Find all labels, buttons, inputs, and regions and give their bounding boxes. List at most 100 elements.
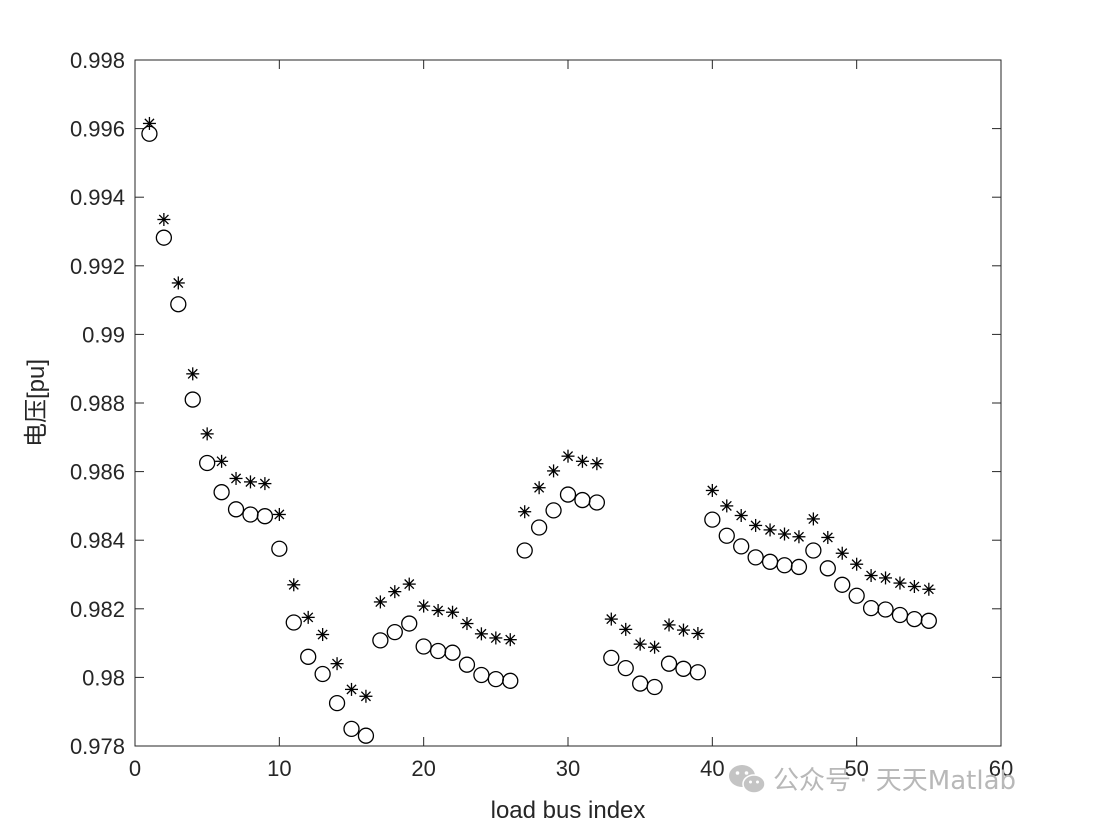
y-tick-label: 0.984 [70,528,125,553]
y-tick-label: 0.996 [70,117,125,142]
y-axis-label: 电压[pu] [23,359,50,447]
series-circle-markers [141,125,937,744]
y-tick-label: 0.982 [70,597,125,622]
star-point [763,523,777,537]
data-points [141,116,937,744]
circle-point [617,659,634,677]
circle-point [516,542,533,559]
star-point [316,628,330,642]
star-point [850,557,864,571]
circle-point [920,612,937,629]
x-axis-ticks: 0 10 20 30 40 50 60 [129,60,1013,781]
circle-point [386,623,403,641]
star-point [619,622,633,636]
star-point [431,604,445,618]
circle-point [819,560,836,577]
star-point [907,580,921,594]
circle-point [328,694,346,712]
x-tick-label: 50 [844,756,868,781]
star-point [778,527,791,541]
star-point [186,367,200,381]
circle-point [415,638,432,655]
star-point [633,637,647,651]
circle-point [502,672,519,689]
y-tick-label: 0.986 [70,460,125,485]
circle-point [733,538,750,555]
star-point [402,577,416,591]
x-tick-label: 10 [267,756,291,781]
star-point [835,546,849,560]
star-point [547,464,561,478]
circle-point [256,508,274,525]
star-point [864,569,878,583]
circle-point [646,678,663,696]
circle-point [184,391,201,408]
star-point [243,475,257,489]
circle-point [603,649,620,666]
star-point [648,640,662,654]
star-point [489,631,503,645]
star-point [561,449,575,463]
x-tick-label: 60 [989,756,1013,781]
star-point [705,483,719,497]
star-point [821,530,835,544]
star-point [662,618,676,632]
star-point [720,499,734,513]
star-point [272,507,286,521]
circle-point [530,519,548,536]
circle-point [141,125,158,142]
star-point [345,682,358,696]
y-axis-ticks: 0.978 0.98 0.982 0.984 0.986 0.988 0.99 0.992 0.… [70,48,1001,759]
star-point [792,530,806,544]
x-tick-label: 0 [129,756,141,781]
circle-point [588,494,606,511]
star-point [446,605,460,619]
circle-point [314,665,331,683]
x-tick-label: 20 [411,756,435,781]
circle-point [545,502,562,519]
star-point [157,212,171,226]
star-point [749,518,763,532]
star-point [503,633,517,647]
star-point [532,481,546,495]
circle-point [170,296,187,313]
star-point [417,599,431,613]
circle-point [357,727,375,744]
circle-point [689,664,707,681]
x-tick-label: 30 [556,756,580,781]
plot-area [134,59,1002,747]
series-star-markers [142,116,936,703]
circle-point [401,615,418,632]
star-point [359,689,373,703]
circle-point [285,614,302,631]
circle-point [199,454,216,472]
circle-point [300,648,317,665]
star-point [229,471,243,485]
circle-point [877,601,894,618]
circle-point [747,549,764,566]
star-point [893,576,907,590]
y-tick-label: 0.99 [82,322,125,347]
x-axis-label: load bus index [491,797,646,824]
star-point [676,623,690,637]
y-tick-label: 0.998 [70,48,125,73]
y-tick-label: 0.98 [82,665,125,690]
circle-point [718,527,735,544]
star-point [518,505,532,519]
star-point [287,578,301,592]
star-point [301,610,315,624]
circle-point [458,656,476,673]
star-point [200,427,214,441]
star-point [258,477,272,491]
star-point [171,276,185,290]
star-point [879,571,893,585]
star-point [806,512,820,526]
star-point [388,585,402,599]
star-point [604,612,618,626]
star-point [215,454,229,468]
star-point [474,627,488,641]
y-tick-label: 0.988 [70,391,125,416]
circle-point [559,486,577,503]
circle-point [704,511,721,528]
